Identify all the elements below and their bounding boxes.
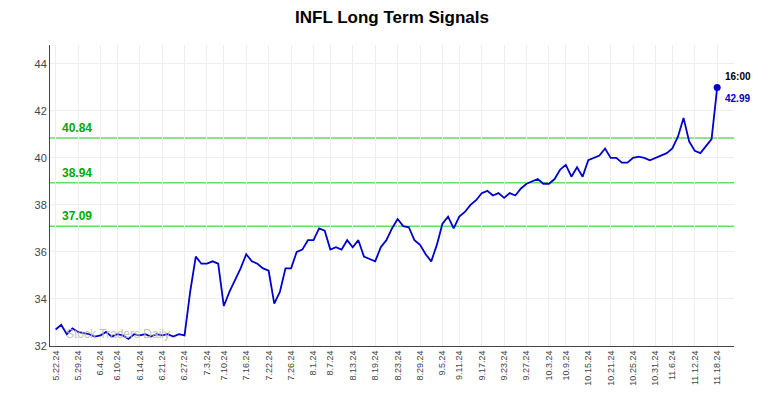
- svg-text:8.13.24: 8.13.24: [348, 351, 358, 381]
- svg-text:10.31.24: 10.31.24: [650, 351, 660, 386]
- svg-text:6.10.24: 6.10.24: [112, 351, 122, 381]
- svg-text:9.23.24: 9.23.24: [499, 351, 509, 381]
- svg-text:5.22.24: 5.22.24: [51, 351, 61, 381]
- svg-text:Stock Traders Daily: Stock Traders Daily: [66, 327, 170, 341]
- svg-text:11.18.24: 11.18.24: [712, 351, 722, 385]
- svg-text:8.29.24: 8.29.24: [415, 351, 425, 381]
- svg-text:8.7.24: 8.7.24: [325, 351, 335, 376]
- svg-text:9.17.24: 9.17.24: [477, 351, 487, 381]
- svg-text:9.27.24: 9.27.24: [521, 351, 531, 381]
- svg-text:6.4.24: 6.4.24: [95, 351, 105, 376]
- svg-text:10.15.24: 10.15.24: [583, 351, 593, 386]
- svg-text:5.29.24: 5.29.24: [73, 351, 83, 381]
- svg-text:7.16.24: 7.16.24: [241, 351, 251, 381]
- svg-text:7.3.24: 7.3.24: [202, 351, 212, 376]
- svg-text:10.3.24: 10.3.24: [544, 351, 554, 381]
- svg-text:40.84: 40.84: [62, 121, 92, 135]
- svg-text:10.25.24: 10.25.24: [628, 351, 638, 386]
- svg-text:11.12.24: 11.12.24: [690, 351, 700, 385]
- svg-text:42.99: 42.99: [725, 93, 750, 104]
- svg-text:INFL Long Term Signals: INFL Long Term Signals: [295, 8, 489, 27]
- svg-text:42: 42: [35, 105, 47, 117]
- svg-text:6.14.24: 6.14.24: [135, 351, 145, 381]
- svg-text:9.11.24: 9.11.24: [454, 351, 464, 380]
- svg-text:40: 40: [35, 152, 47, 164]
- svg-text:6.27.24: 6.27.24: [179, 351, 189, 381]
- svg-text:7.10.24: 7.10.24: [219, 351, 229, 381]
- svg-text:8.23.24: 8.23.24: [393, 351, 403, 381]
- svg-text:37.09: 37.09: [62, 209, 92, 223]
- svg-text:36: 36: [35, 246, 47, 258]
- svg-text:7.26.24: 7.26.24: [286, 351, 296, 381]
- svg-text:44: 44: [35, 58, 47, 70]
- svg-text:10.9.24: 10.9.24: [561, 351, 571, 381]
- svg-text:9.5.24: 9.5.24: [437, 351, 447, 376]
- svg-text:16:00: 16:00: [725, 71, 751, 82]
- svg-text:38: 38: [35, 199, 47, 211]
- svg-text:7.22.24: 7.22.24: [264, 351, 274, 381]
- svg-text:10.21.24: 10.21.24: [606, 351, 616, 386]
- svg-text:6.21.24: 6.21.24: [157, 351, 167, 381]
- svg-text:38.94: 38.94: [62, 166, 92, 180]
- svg-text:11.6.24: 11.6.24: [667, 351, 677, 380]
- svg-text:34: 34: [35, 293, 47, 305]
- svg-text:8.19.24: 8.19.24: [370, 351, 380, 381]
- svg-text:8.1.24: 8.1.24: [308, 351, 318, 376]
- svg-text:32: 32: [35, 340, 47, 352]
